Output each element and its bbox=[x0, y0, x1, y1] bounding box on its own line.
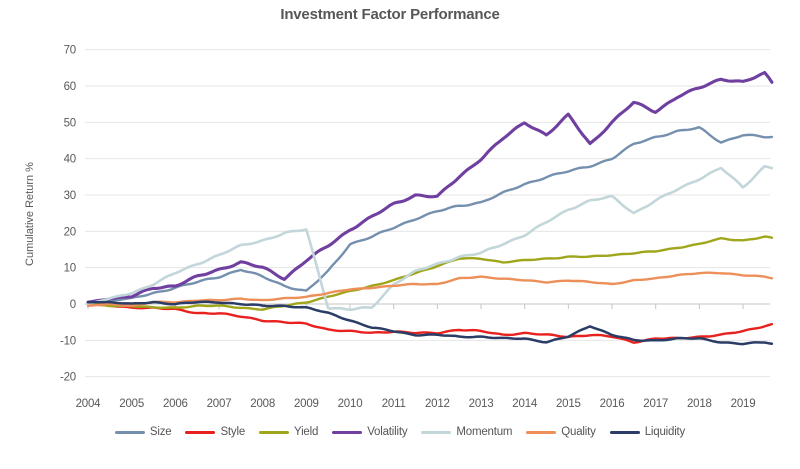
series-line-style bbox=[86, 302, 774, 344]
series-line-momentum bbox=[86, 164, 774, 312]
chart-legend: Size Style Yield Volatility Momentum Quality L… bbox=[0, 426, 800, 438]
y-tick-label: 60 bbox=[64, 81, 76, 93]
x-tick-label: 2015 bbox=[556, 398, 581, 410]
series-line-size bbox=[86, 125, 774, 306]
x-tick-label: 2009 bbox=[294, 398, 319, 410]
legend-swatch-icon bbox=[332, 430, 363, 434]
series-line-liquidity bbox=[86, 300, 774, 346]
legend-swatch-icon bbox=[609, 430, 640, 434]
x-tick-label: 2016 bbox=[600, 398, 625, 410]
x-tick-label: 2014 bbox=[512, 398, 538, 410]
x-tick-label: 2008 bbox=[250, 398, 275, 410]
y-tick-label: -10 bbox=[60, 335, 76, 347]
legend-label: Style bbox=[220, 426, 246, 438]
legend-item-size: Size bbox=[114, 426, 172, 438]
chart-title: Investment Factor Performance bbox=[280, 6, 500, 23]
legend-swatch-icon bbox=[185, 430, 216, 434]
legend-label: Yield bbox=[294, 426, 319, 438]
x-tick-label: 2011 bbox=[382, 398, 406, 410]
x-tick-label: 2013 bbox=[469, 398, 494, 410]
y-tick-label: 40 bbox=[64, 154, 76, 166]
legend-label: Momentum bbox=[456, 426, 513, 438]
legend-label: Volatility bbox=[367, 426, 408, 438]
legend-swatch-icon bbox=[421, 430, 452, 434]
x-tick-label: 2007 bbox=[207, 398, 232, 410]
x-tick-label: 2010 bbox=[338, 398, 363, 410]
y-tick-label: 0 bbox=[70, 299, 76, 311]
legend-item-style: Style bbox=[185, 426, 245, 438]
x-tick-label: 2018 bbox=[687, 398, 712, 410]
series-line-quality bbox=[86, 271, 774, 307]
y-tick-label: 20 bbox=[64, 226, 76, 238]
legend-swatch-icon bbox=[526, 430, 557, 434]
y-tick-label: -20 bbox=[60, 372, 76, 384]
legend-label: Liquidity bbox=[644, 426, 686, 438]
series-line-volatility bbox=[86, 70, 774, 304]
x-tick-label: 2004 bbox=[76, 398, 102, 410]
legend-item-quality: Quality bbox=[526, 426, 596, 438]
series-line-yield bbox=[86, 235, 774, 311]
x-tick-label: 2017 bbox=[643, 398, 668, 410]
x-tick-label: 2012 bbox=[425, 398, 450, 410]
y-axis-title: Cumulative Return % bbox=[24, 162, 36, 266]
legend-label: Quality bbox=[561, 426, 596, 438]
x-tick-label: 2005 bbox=[119, 398, 144, 410]
legend-label: Size bbox=[149, 426, 172, 438]
y-tick-label: 50 bbox=[64, 117, 76, 129]
legend-swatch-icon bbox=[259, 430, 290, 434]
y-tick-label: 70 bbox=[64, 45, 76, 57]
legend-item-momentum: Momentum bbox=[421, 426, 512, 438]
x-tick-label: 2006 bbox=[163, 398, 188, 410]
legend-item-volatility: Volatility bbox=[332, 426, 408, 438]
legend-item-yield: Yield bbox=[259, 426, 318, 438]
y-tick-label: 10 bbox=[64, 263, 76, 275]
x-tick-label: 2019 bbox=[731, 398, 756, 410]
legend-item-liquidity: Liquidity bbox=[609, 426, 686, 438]
y-tick-label: 30 bbox=[64, 190, 76, 202]
legend-swatch-icon bbox=[114, 430, 145, 434]
